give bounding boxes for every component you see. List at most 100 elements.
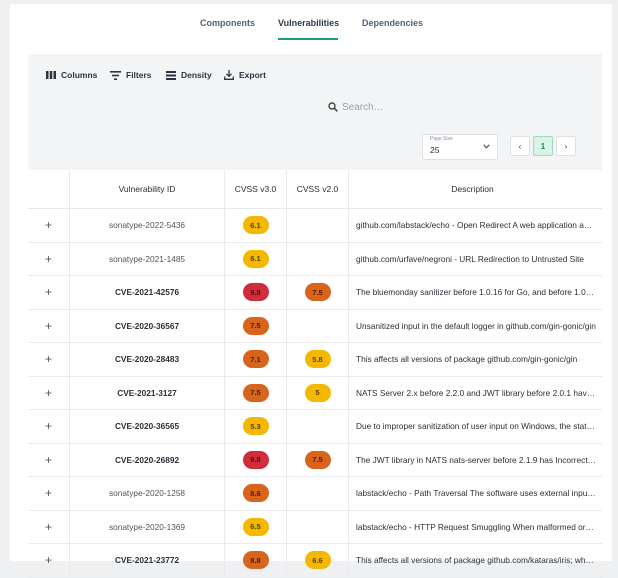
search-icon bbox=[328, 102, 338, 112]
cvss-v3-badge: 9.8 bbox=[242, 283, 269, 302]
table-row[interactable]: + CVE-2020-36567 7.5 Unsanitized input in t… bbox=[28, 309, 602, 343]
vulnerability-id: CVE-2020-36565 bbox=[70, 410, 225, 443]
vulnerability-id: CVE-2020-28483 bbox=[70, 343, 225, 376]
export-button[interactable]: Export bbox=[224, 70, 266, 80]
cvss-v2-badge: 7.5 bbox=[304, 450, 331, 469]
export-label: Export bbox=[239, 70, 266, 80]
cvss-v3-cell: 7.5 bbox=[225, 376, 287, 409]
expand-cell: + bbox=[28, 544, 70, 577]
expand-row-button[interactable]: + bbox=[44, 385, 52, 400]
table-row[interactable]: + sonatype-2020-1258 8.6 labstack/echo - Pa… bbox=[28, 477, 602, 511]
filters-button[interactable]: Filters bbox=[110, 70, 152, 80]
columns-button[interactable]: Columns bbox=[46, 70, 97, 80]
expand-row-button[interactable]: + bbox=[44, 519, 52, 534]
header-vulnerability-id[interactable]: Vulnerability ID bbox=[70, 170, 225, 208]
cvss-v3-cell: 6.1 bbox=[225, 209, 287, 242]
cvss-v2-badge: 5 bbox=[304, 383, 331, 402]
expand-row-button[interactable]: + bbox=[44, 218, 52, 233]
description-text: This affects all versions of package git… bbox=[356, 354, 578, 365]
header-description[interactable]: Description bbox=[451, 184, 494, 194]
description-cell: The bluemonday sanitizer before 1.0.16 f… bbox=[349, 276, 602, 309]
vulnerabilities-table: Vulnerability ID CVSS v3.0 CVSS v2.0 Des… bbox=[28, 170, 602, 578]
description-cell: github.com/urfave/negroni - URL Redirect… bbox=[349, 243, 602, 276]
download-icon bbox=[224, 70, 234, 80]
description-text: github.com/labstack/echo - Open Redirect… bbox=[356, 220, 596, 231]
expand-cell: + bbox=[28, 343, 70, 376]
cvss-v3-cell: 6.5 bbox=[225, 510, 287, 543]
tab-dependencies[interactable]: Dependencies bbox=[362, 18, 424, 28]
vulnerability-id: CVE-2021-23772 bbox=[70, 544, 225, 577]
table-row[interactable]: + CVE-2020-28483 7.1 5.8 This affects all ve… bbox=[28, 343, 602, 377]
cvss-v2-cell: 6.6 bbox=[287, 544, 349, 577]
search-input[interactable] bbox=[338, 100, 554, 114]
density-button[interactable]: Density bbox=[166, 70, 212, 80]
cvss-v2-badge: 7.5 bbox=[304, 283, 331, 302]
description-cell: This affects all versions of package git… bbox=[349, 544, 602, 577]
expand-row-button[interactable]: + bbox=[44, 251, 52, 266]
table-row[interactable]: + CVE-2021-3127 7.5 5 NATS Server 2.x before… bbox=[28, 376, 602, 410]
table-row[interactable]: + sonatype-2022-5436 6.1 github.com/labstac… bbox=[28, 209, 602, 243]
search-box bbox=[328, 98, 578, 116]
cvss-v2-cell bbox=[287, 242, 349, 275]
expand-row-button[interactable]: + bbox=[44, 419, 52, 434]
table-row[interactable]: + CVE-2020-36565 5.3 Due to improper saniti… bbox=[28, 410, 602, 444]
vulnerability-report-view: Components Vulnerabilities Dependencies … bbox=[10, 4, 612, 578]
current-page-button[interactable]: 1 bbox=[533, 136, 553, 156]
cvss-v2-cell: 5 bbox=[287, 376, 349, 409]
expand-cell: + bbox=[28, 276, 70, 309]
cvss-v2-badge: 6.6 bbox=[304, 551, 331, 570]
description-cell: github.com/labstack/echo - Open Redirect… bbox=[349, 209, 602, 242]
table-row[interactable]: + sonatype-2021-1485 6.1 github.com/urfave/… bbox=[28, 242, 602, 276]
expand-row-button[interactable]: + bbox=[44, 452, 52, 467]
vulnerability-id: sonatype-2021-1485 bbox=[70, 242, 225, 275]
cvss-v2-cell bbox=[287, 309, 349, 342]
cvss-v2-badge: 5.8 bbox=[304, 350, 331, 369]
vulnerability-id: CVE-2020-36567 bbox=[70, 309, 225, 342]
table-row[interactable]: + sonatype-2020-1369 6.5 labstack/echo - HT… bbox=[28, 510, 602, 544]
cvss-v3-badge: 7.1 bbox=[242, 350, 269, 369]
tab-components[interactable]: Components bbox=[200, 18, 255, 28]
header-cvss-v3[interactable]: CVSS v3.0 bbox=[225, 170, 287, 208]
cvss-v3-cell: 7.5 bbox=[225, 309, 287, 342]
filters-label: Filters bbox=[126, 70, 152, 80]
columns-icon bbox=[46, 71, 56, 79]
page-size-value: 25 bbox=[430, 145, 440, 155]
cvss-v3-cell: 6.1 bbox=[225, 242, 287, 275]
expand-row-button[interactable]: + bbox=[44, 318, 52, 333]
previous-page-button[interactable]: ‹ bbox=[510, 136, 530, 156]
description-cell: The JWT library in NATS nats-server befo… bbox=[349, 444, 602, 477]
table-row[interactable]: + CVE-2020-26892 9.8 7.5 The JWT library in … bbox=[28, 443, 602, 477]
cvss-v2-cell: 7.5 bbox=[287, 276, 349, 309]
page-size-label: Page Size bbox=[430, 136, 453, 142]
density-icon bbox=[166, 70, 176, 80]
tab-vulnerabilities[interactable]: Vulnerabilities bbox=[278, 18, 340, 28]
description-text: Unsanitized input in the default logger … bbox=[356, 320, 596, 331]
description-text: labstack/echo - HTTP Request Smuggling W… bbox=[356, 521, 596, 532]
cvss-v3-badge: 8.6 bbox=[242, 484, 269, 503]
description-text: labstack/echo - Path Traversal The softw… bbox=[356, 488, 596, 499]
filter-icon bbox=[110, 70, 121, 80]
chevron-down-icon bbox=[483, 144, 490, 149]
description-text: The JWT library in NATS nats-server befo… bbox=[356, 454, 596, 465]
expand-cell: + bbox=[28, 209, 70, 242]
header-cvss-v2[interactable]: CVSS v2.0 bbox=[287, 170, 349, 208]
cvss-v2-cell: 5.8 bbox=[287, 343, 349, 376]
expand-row-button[interactable]: + bbox=[44, 352, 52, 367]
page-size-select[interactable]: Page Size 25 bbox=[422, 134, 498, 160]
cvss-v3-badge: 7.5 bbox=[242, 383, 269, 402]
expand-row-button[interactable]: + bbox=[44, 553, 52, 568]
expand-row-button[interactable]: + bbox=[44, 285, 52, 300]
expand-row-button[interactable]: + bbox=[44, 486, 52, 501]
cvss-v2-cell bbox=[287, 510, 349, 543]
next-page-button[interactable]: › bbox=[556, 136, 576, 156]
tab-bar: Components Vulnerabilities Dependencies bbox=[10, 4, 612, 44]
description-text: This affects all versions of package git… bbox=[356, 555, 596, 566]
cvss-v3-cell: 7.1 bbox=[225, 343, 287, 376]
cvss-v3-badge: 7.5 bbox=[242, 316, 269, 335]
cvss-v3-badge: 8.8 bbox=[242, 551, 269, 570]
cvss-v3-cell: 8.6 bbox=[225, 477, 287, 510]
table-row[interactable]: + CVE-2021-42576 9.8 7.5 The bluemonday sani… bbox=[28, 276, 602, 310]
expand-cell: + bbox=[28, 309, 70, 342]
table-header-row: Vulnerability ID CVSS v3.0 CVSS v2.0 Des… bbox=[28, 170, 602, 209]
cvss-v3-badge: 6.1 bbox=[242, 249, 269, 268]
